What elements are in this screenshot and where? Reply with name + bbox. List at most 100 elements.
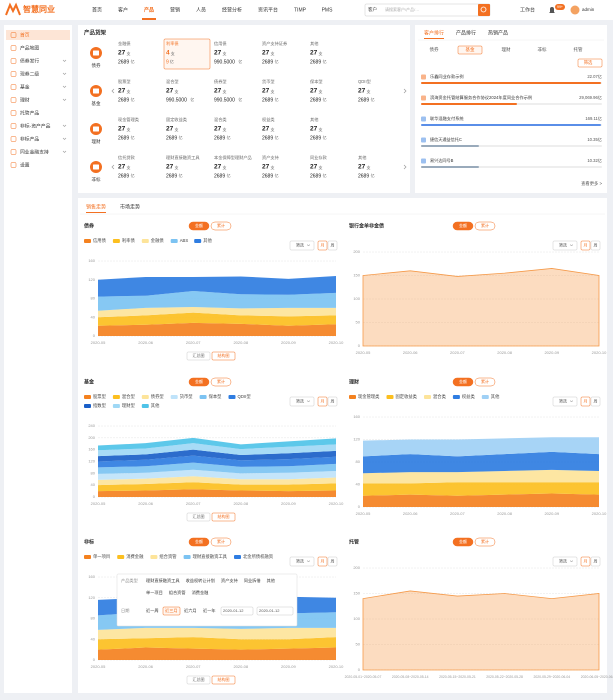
rank-tab[interactable]: 客户排行 <box>424 29 444 36</box>
sidebar-item[interactable]: 非标-资产产品 <box>20 122 51 129</box>
rank-tab[interactable]: 热销产品 <box>488 29 508 36</box>
rank-subtab[interactable]: 债券 <box>430 46 439 53</box>
sidebar-item[interactable]: 非标产品 <box>20 135 39 142</box>
nav-item[interactable]: PMS <box>322 7 334 13</box>
cell-count: 27 <box>118 50 126 57</box>
view-button[interactable] <box>186 351 211 361</box>
more-link[interactable]: 查看更多 > <box>581 180 602 187</box>
nav-item[interactable]: 经营分析 <box>222 6 242 13</box>
nav-item[interactable]: 首页 <box>92 6 102 13</box>
sidebar-item[interactable]: 托管产品 <box>20 109 39 116</box>
toggle[interactable] <box>452 221 474 231</box>
popup-option[interactable]: 理财直接融资工具 <box>146 577 180 584</box>
filter-button[interactable] <box>552 396 578 407</box>
toggle[interactable] <box>474 537 496 547</box>
cell-unit: 亿 <box>275 58 279 64</box>
toggle[interactable] <box>210 221 232 231</box>
date-input[interactable] <box>256 606 294 616</box>
sidebar-item[interactable]: 同业金融支持 <box>20 148 49 155</box>
rank-subtab[interactable]: 托管 <box>574 46 583 53</box>
sidebar-item[interactable]: 首页 <box>20 31 30 38</box>
legend-label: 其他 <box>491 393 500 400</box>
period-button[interactable] <box>580 396 591 407</box>
cell-amount: 2689 <box>214 173 225 179</box>
popup-option[interactable]: 消费金融 <box>192 589 210 596</box>
y-tick-label: 160 <box>88 447 95 452</box>
search-box[interactable] <box>364 3 491 17</box>
filter-button[interactable] <box>289 396 315 407</box>
filter-button[interactable] <box>577 58 603 68</box>
search-button[interactable] <box>478 4 490 16</box>
period-button[interactable] <box>590 396 601 407</box>
nav-item[interactable]: 营销 <box>170 6 180 13</box>
cell-unit: 亿 <box>275 96 279 102</box>
view-button[interactable] <box>186 512 211 522</box>
popup-option[interactable]: 收益权转让计划 <box>186 577 215 584</box>
user-name[interactable]: admin <box>582 7 595 12</box>
x-tick-label: 2020-07 <box>186 501 201 506</box>
period-label: 月 <box>321 243 325 248</box>
period-button[interactable] <box>327 556 338 567</box>
rank-subtab[interactable]: 基金 <box>466 46 475 52</box>
nav-item[interactable]: 资讯平台 <box>258 6 278 13</box>
toggle[interactable] <box>474 221 496 231</box>
toggle[interactable] <box>474 377 496 387</box>
range-option[interactable]: 近一年 <box>203 607 216 614</box>
period-button[interactable] <box>317 556 328 567</box>
sidebar-item[interactable]: 现券二级 <box>20 70 39 77</box>
filter-button[interactable] <box>552 556 578 567</box>
filter-button[interactable] <box>289 556 315 567</box>
date-input[interactable] <box>220 606 254 616</box>
period-button[interactable] <box>327 240 338 251</box>
toggle[interactable] <box>188 537 210 547</box>
sidebar-item[interactable]: 债券发行 <box>20 57 39 64</box>
trend-tab[interactable]: 销售走势 <box>86 203 106 210</box>
popup-label: 日期 <box>121 608 129 614</box>
toggle[interactable] <box>188 221 210 231</box>
view-button[interactable] <box>186 675 211 685</box>
range-option[interactable]: 近三月 <box>165 607 178 614</box>
popup-option[interactable]: 同业拆借 <box>244 577 262 584</box>
nav-item[interactable]: 产品 <box>144 6 154 13</box>
workbench-link[interactable]: 工作台 <box>520 6 535 13</box>
view-button[interactable] <box>211 512 236 522</box>
rank-tab[interactable]: 产品排行 <box>456 29 476 36</box>
nav-item[interactable]: TIMP <box>294 7 307 13</box>
rank-subtab[interactable]: 理财 <box>502 46 511 53</box>
sidebar-item[interactable]: 产品地图 <box>20 44 39 51</box>
popup-option[interactable]: 组合资管 <box>169 589 186 596</box>
period-button[interactable] <box>317 240 328 251</box>
chevron <box>306 244 311 247</box>
view-button[interactable] <box>211 351 236 361</box>
toggle[interactable] <box>452 377 474 387</box>
trend-tab[interactable]: 市场走势 <box>120 203 140 210</box>
rank-subtab[interactable]: 非标 <box>538 46 547 53</box>
popup-option[interactable]: 单一项目 <box>146 589 163 596</box>
toggle[interactable] <box>452 537 474 547</box>
sidebar-item[interactable]: 理财 <box>20 96 30 103</box>
toggle-label: 金额 <box>459 222 467 228</box>
period-button[interactable] <box>590 240 601 251</box>
sidebar-item[interactable]: 设置 <box>20 161 30 168</box>
range-option[interactable]: 近一周 <box>146 607 159 614</box>
toggle[interactable] <box>210 537 232 547</box>
popup-option[interactable]: 资产支持 <box>221 577 238 584</box>
range-active <box>162 606 181 616</box>
view-button[interactable] <box>211 675 236 685</box>
period-button[interactable] <box>590 556 601 567</box>
period-button[interactable] <box>580 556 591 567</box>
period-button[interactable] <box>580 240 591 251</box>
toggle[interactable] <box>210 377 232 387</box>
nav-item[interactable]: 人员 <box>196 7 206 13</box>
nav-item[interactable]: 客户 <box>118 6 128 13</box>
toggle-label: 金额 <box>195 538 203 544</box>
period-button[interactable] <box>327 396 338 407</box>
range-option[interactable]: 近六月 <box>184 607 197 614</box>
filter-button[interactable] <box>289 240 315 251</box>
toggle[interactable] <box>188 377 210 387</box>
popup-option[interactable]: 其他 <box>267 577 276 584</box>
filter-button[interactable] <box>552 240 578 251</box>
legend-swatch <box>84 404 91 408</box>
period-button[interactable] <box>317 396 328 407</box>
sidebar-item[interactable]: 基金 <box>20 83 30 90</box>
